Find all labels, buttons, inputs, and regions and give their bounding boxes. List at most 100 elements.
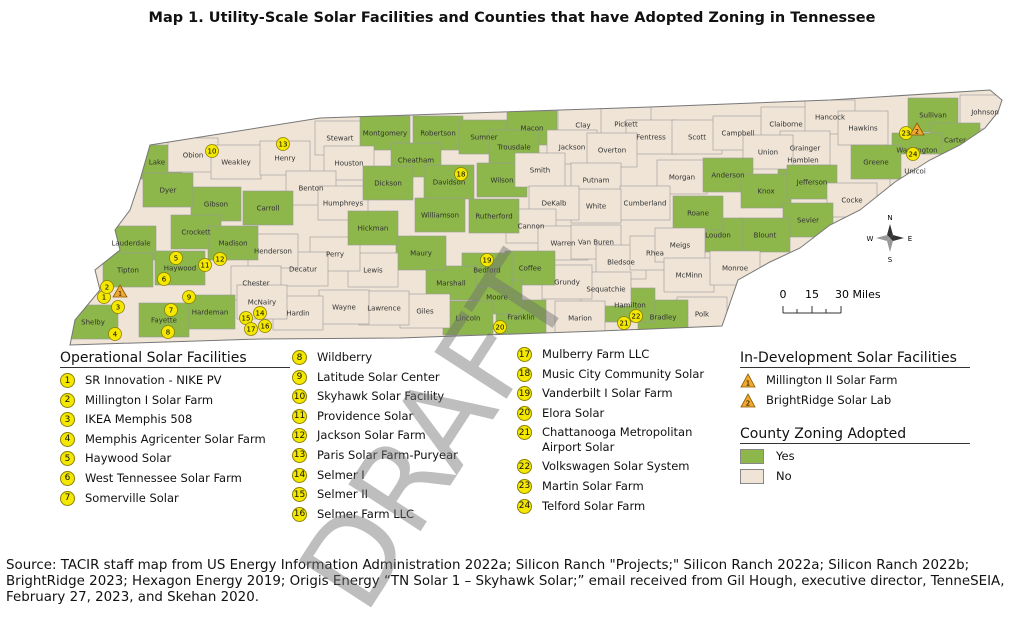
- facility-marker: [253, 306, 267, 320]
- county-label: Sumner: [470, 134, 497, 142]
- legend-item: 2 BrightRidge Solar Lab: [740, 393, 970, 413]
- county-label: Houston: [334, 160, 363, 168]
- county-label: Roane: [687, 210, 709, 218]
- facility-number: 24: [909, 151, 918, 159]
- scale-label: 0: [780, 288, 787, 301]
- facility-number: 11: [201, 262, 210, 270]
- county-label: Benton: [298, 185, 323, 193]
- county-label: Franklin: [507, 314, 535, 322]
- county-label: Morgan: [669, 174, 695, 182]
- development-marker: [112, 284, 128, 298]
- facility-number: 10: [208, 148, 217, 156]
- legend-operational-2: 8 Wildberry 9 Latitude Solar Center 10 Skyhaw…: [292, 350, 507, 526]
- facility-marker: [258, 319, 272, 333]
- facility-number: 15: [242, 315, 251, 323]
- facility-number: 6: [162, 276, 167, 284]
- facility-marker: [493, 320, 507, 334]
- legend-item: 13 Paris Solar Farm-Puryear: [292, 447, 507, 468]
- facility-number: 23: [902, 130, 911, 138]
- development-marker: [909, 122, 925, 136]
- county-label: Anderson: [711, 172, 744, 180]
- legend-item: 1 Millington II Solar Farm: [740, 373, 970, 393]
- legend-item: 7 Somerville Solar: [60, 490, 290, 511]
- legend-label: Selmer Farm LLC: [317, 506, 415, 521]
- county-label: Bledsoe: [607, 259, 635, 267]
- county: [395, 235, 447, 271]
- county-label: Giles: [416, 308, 434, 316]
- county-label: Sequatchie: [586, 286, 625, 294]
- facility-marker: [213, 252, 227, 266]
- county-label: McNairy: [248, 299, 276, 307]
- county-label: Bedford: [473, 267, 501, 275]
- facility-number: 13: [279, 141, 288, 149]
- county: [570, 188, 622, 224]
- county-label: Macon: [521, 125, 544, 133]
- legend-number: 14: [292, 467, 307, 483]
- county: [619, 185, 671, 221]
- legend-label: IKEA Memphis 508: [85, 412, 193, 427]
- county-label: Tipton: [116, 267, 139, 275]
- county-label: White: [586, 203, 606, 211]
- facility-number: 5: [174, 255, 178, 263]
- facility-number: 2: [105, 284, 109, 292]
- county-label: Unicoi: [904, 168, 926, 176]
- county-label: Henderson: [254, 248, 292, 256]
- county-label: Robertson: [420, 130, 456, 138]
- facility-number: 21: [620, 320, 629, 328]
- legend-number: 16: [292, 506, 307, 522]
- county: [347, 210, 399, 246]
- legend-label: Jackson Solar Farm: [317, 428, 426, 443]
- legend-label: BrightRidge Solar Lab: [766, 392, 892, 407]
- legend-label: Volkswagen Solar System: [542, 459, 690, 474]
- county-label: Lauderdale: [111, 240, 150, 248]
- legend-label: Millington I Solar Farm: [85, 392, 214, 407]
- legend-number: 19: [517, 386, 532, 402]
- legend-label: Somerville Solar: [85, 490, 179, 505]
- facility-marker: [454, 167, 468, 181]
- county: [142, 172, 194, 208]
- legend-label: Yes: [776, 449, 795, 464]
- county: [586, 132, 638, 168]
- county-label: Cumberland: [624, 200, 667, 208]
- county-label: Perry: [326, 251, 344, 259]
- county: [504, 250, 556, 286]
- county-label: Hancock: [815, 114, 846, 122]
- legend-label: Telford Solar Farm: [542, 498, 646, 513]
- county-label: DeKalb: [542, 200, 567, 208]
- facility-number: 16: [261, 323, 270, 331]
- legend-title: Operational Solar Facilities: [60, 350, 290, 368]
- county-label: Pickett: [614, 121, 638, 129]
- county-label: McMinn: [676, 272, 703, 280]
- legend-number: 1: [60, 373, 75, 388]
- legend-label: Haywood Solar: [85, 451, 172, 466]
- facility-marker: [629, 309, 643, 323]
- county-label: Rhea: [646, 250, 664, 258]
- legend-number: 10: [292, 389, 307, 405]
- triangle: 1: [740, 373, 756, 388]
- county: [554, 300, 606, 336]
- county-label: Van Buren: [578, 239, 614, 247]
- county-label: Scott: [688, 134, 706, 142]
- legend-item: 2 Millington I Solar Farm: [60, 392, 290, 413]
- facility-marker: [161, 325, 175, 339]
- legend-item: 15 Selmer II: [292, 487, 507, 507]
- facility-marker: [480, 253, 494, 267]
- county: [514, 152, 566, 188]
- county-label: Marion: [568, 315, 592, 323]
- county-label: Hardin: [286, 310, 309, 318]
- legend-label: Millington II Solar Farm: [766, 373, 898, 387]
- legend-number: 8: [292, 350, 307, 365]
- facility-marker: [108, 327, 122, 341]
- facility-number: 14: [256, 310, 265, 318]
- legend-item: 9 Latitude Solar Center: [292, 369, 507, 390]
- county-label: Hawkins: [848, 125, 878, 133]
- county-label: Marshall: [436, 280, 466, 288]
- legend-number: 20: [517, 405, 532, 421]
- county-label: Dickson: [374, 180, 402, 188]
- facility-marker: [244, 322, 258, 336]
- county-label: Johnson: [970, 109, 999, 117]
- legend-item: 21 Chattanooga Metropolitan Airport Solar: [517, 425, 717, 459]
- county-label: Maury: [410, 250, 432, 258]
